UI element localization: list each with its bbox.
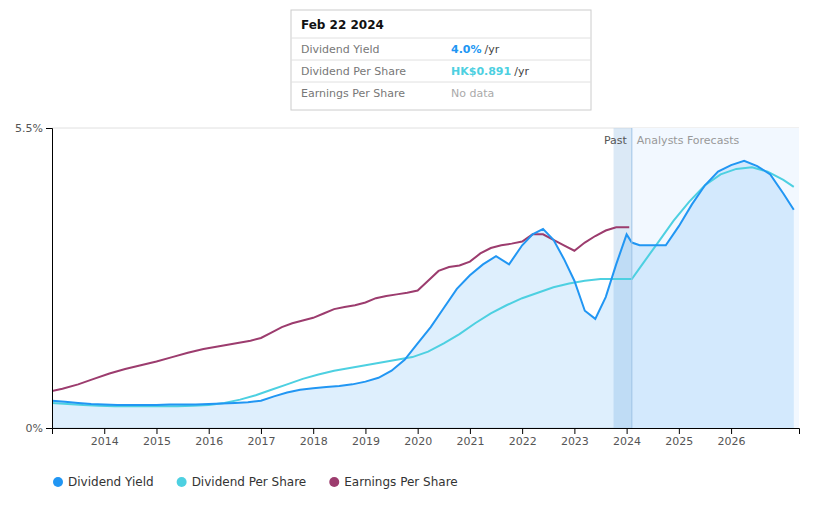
x-tick-label: 2025 — [665, 435, 693, 448]
legend-item: Earnings Per Share — [329, 475, 457, 489]
y-axis-line — [46, 129, 53, 429]
y-tick: 0% — [26, 422, 52, 435]
x-tick: 2018 — [300, 428, 328, 448]
legend: Dividend Yield Dividend Per Share Earnings… — [53, 475, 458, 489]
x-axis-line — [53, 429, 800, 435]
x-tick: 2021 — [456, 428, 484, 448]
tooltip-title: Feb 22 2024 — [301, 18, 384, 32]
x-tick-mark — [156, 428, 157, 434]
series-line — [52, 161, 794, 405]
tooltip-unit: /yr — [514, 65, 529, 78]
y-tick-label: 5.5% — [15, 122, 43, 135]
x-tick-mark — [522, 428, 523, 434]
x-tick-mark — [418, 428, 419, 434]
tooltip-label: Earnings Per Share — [301, 87, 405, 100]
x-tick: 2022 — [509, 428, 537, 448]
y-tick: 5.5% — [15, 122, 52, 135]
x-tick-mark — [209, 428, 210, 434]
y-tick-mark — [46, 128, 52, 129]
series-line — [52, 167, 794, 406]
x-tick-mark — [365, 428, 366, 434]
x-tick-label: 2021 — [456, 435, 484, 448]
x-tick-mark — [104, 428, 105, 434]
x-tick-mark — [731, 428, 732, 434]
x-tick: 2023 — [561, 428, 589, 448]
x-tick-label: 2019 — [352, 435, 380, 448]
chart-container: 2014 2015 2016 2017 2018 2019 2020 2021 2022 2023… — [0, 0, 821, 508]
x-tick-label: 2023 — [561, 435, 589, 448]
plot-area: 2014 2015 2016 2017 2018 2019 2020 2021 2022 2023… — [15, 122, 799, 448]
x-tick-label: 2018 — [300, 435, 328, 448]
x-tick-label: 2017 — [247, 435, 275, 448]
x-tick: 2016 — [195, 428, 223, 448]
x-tick-mark — [679, 428, 680, 434]
x-axis: 2014 2015 2016 2017 2018 2019 2020 2021 2022 2023… — [53, 428, 800, 448]
annotation: Analysts Forecasts — [637, 134, 740, 147]
tooltip-unit: /yr — [485, 43, 500, 56]
x-tick-label: 2026 — [718, 435, 746, 448]
x-tick: 2014 — [91, 428, 119, 448]
legend-label: Dividend Yield — [68, 475, 154, 489]
x-tick-label: 2016 — [195, 435, 223, 448]
x-tick-label: 2022 — [509, 435, 537, 448]
x-tick-mark — [627, 428, 628, 434]
x-tick: 2024 — [613, 428, 641, 448]
y-axis: 0% 5.5% — [15, 122, 52, 435]
legend-swatch — [177, 477, 187, 487]
tooltip-box — [291, 10, 591, 110]
x-tick: 2015 — [143, 428, 171, 448]
tooltip-value: HK$0.891 — [451, 65, 511, 78]
series-area — [52, 161, 794, 428]
x-tick-mark — [313, 428, 314, 434]
grid — [52, 128, 799, 428]
y-tick-label: 0% — [26, 422, 43, 435]
divider-line — [631, 128, 632, 428]
x-tick: 2019 — [352, 428, 380, 448]
chart-svg: 2014 2015 2016 2017 2018 2019 2020 2021 2022 2023… — [0, 0, 821, 508]
tooltip-label: Dividend Per Share — [301, 65, 406, 78]
legend-swatch — [53, 477, 63, 487]
series-line — [52, 227, 629, 391]
legend-item: Dividend Per Share — [177, 475, 307, 489]
x-tick: 2017 — [247, 428, 275, 448]
x-tick-label: 2015 — [143, 435, 171, 448]
x-tick-label: 2020 — [404, 435, 432, 448]
x-tick: 2026 — [718, 428, 746, 448]
tooltip-separator — [291, 60, 591, 61]
legend-swatch — [329, 477, 339, 487]
tooltip: Feb 22 2024Dividend Yield4.0%/yrDividend… — [291, 10, 591, 110]
y-tick-mark — [46, 428, 52, 429]
x-tick-label: 2014 — [91, 435, 119, 448]
tooltip-separator — [291, 82, 591, 83]
x-tick-mark — [261, 428, 262, 434]
x-tick: 2025 — [665, 428, 693, 448]
tooltip-separator — [291, 38, 591, 39]
legend-item: Dividend Yield — [53, 475, 154, 489]
annotation: Past — [604, 134, 628, 147]
x-tick-label: 2024 — [613, 435, 641, 448]
legend-label: Dividend Per Share — [192, 475, 307, 489]
tooltip-value: 4.0% — [451, 43, 482, 56]
marks — [52, 128, 799, 428]
tooltip-value: No data — [451, 87, 494, 100]
tooltip-label: Dividend Yield — [301, 43, 379, 56]
x-tick-mark — [470, 428, 471, 434]
x-tick-mark — [574, 428, 575, 434]
legend-label: Earnings Per Share — [344, 475, 457, 489]
x-tick: 2020 — [404, 428, 432, 448]
